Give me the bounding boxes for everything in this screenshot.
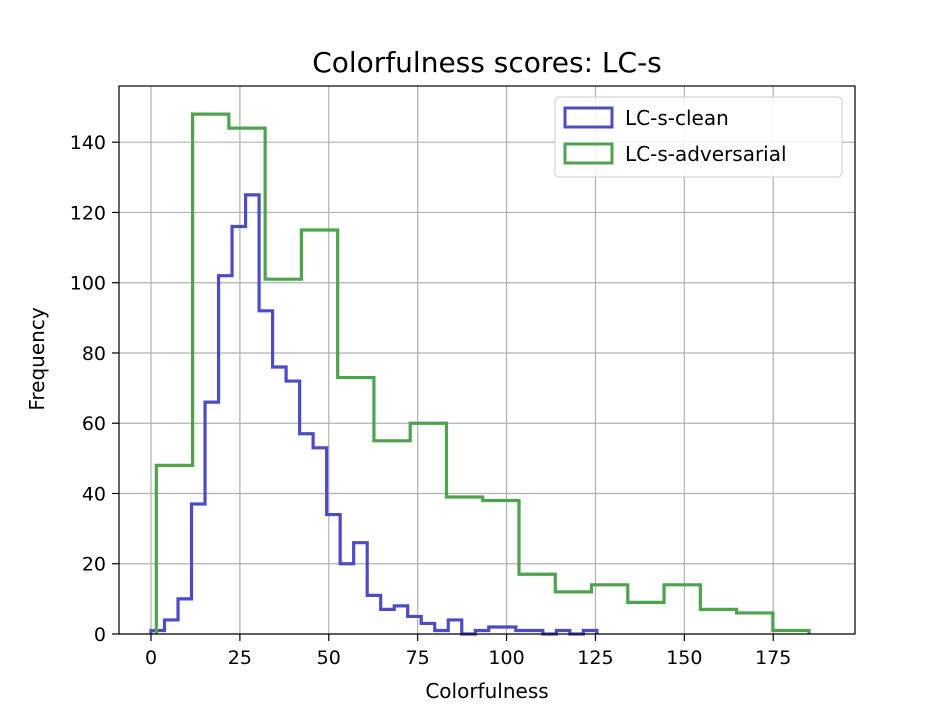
- x-tick-label: 50: [317, 647, 341, 669]
- chart-title: Colorfulness scores: LC-s: [312, 46, 662, 79]
- y-tick-label: 100: [70, 273, 106, 295]
- x-tick-label: 0: [145, 647, 157, 669]
- legend-swatch-clean: [563, 106, 614, 129]
- x-axis-title: Colorfulness: [425, 679, 548, 703]
- x-tick-label: 150: [666, 647, 702, 669]
- histogram-bin-lc-s-adversarial: [519, 574, 555, 634]
- x-tick-label: 25: [228, 647, 252, 669]
- histogram-bin-lc-s-adversarial: [483, 501, 519, 634]
- histogram-bin-lc-s-adversarial: [700, 609, 736, 634]
- x-tick-label: 125: [577, 647, 613, 669]
- y-tick-label: 40: [82, 483, 106, 505]
- legend-label-adversarial: LC-s-adversarial: [625, 142, 787, 166]
- legend-swatch-adversarial: [563, 142, 614, 165]
- legend-label-clean: LC-s-clean: [625, 106, 729, 130]
- histogram-outline-lc-s-adversarial: [154, 112, 811, 634]
- histogram-bin-lc-s-adversarial: [193, 114, 229, 634]
- y-tick-label: 120: [70, 202, 106, 224]
- legend: LC-s-clean LC-s-adversarial: [554, 96, 843, 178]
- histogram-bin-lc-s-adversarial: [555, 592, 591, 634]
- series-lc-s-clean: [149, 193, 599, 636]
- histogram-bin-lc-s-adversarial: [592, 585, 628, 634]
- y-tick-label: 0: [94, 624, 106, 646]
- series-group: [149, 112, 811, 636]
- x-tick-label: 175: [755, 647, 791, 669]
- legend-box: [554, 96, 843, 178]
- histogram-outline-lc-s-clean: [149, 193, 599, 636]
- histogram-bin-lc-s-adversarial: [374, 441, 410, 634]
- plot-frame: [118, 85, 856, 635]
- y-tick-label: 20: [82, 554, 106, 576]
- y-tick-label: 80: [82, 343, 106, 365]
- histogram-bin-lc-s-adversarial: [628, 602, 664, 634]
- series-lc-s-adversarial: [154, 112, 811, 634]
- histogram-bin-lc-s-adversarial: [229, 128, 265, 634]
- histogram-bin-lc-s-adversarial: [156, 465, 192, 634]
- histogram-bin-lc-s-adversarial: [338, 378, 374, 634]
- histogram-bin-lc-s-adversarial: [265, 279, 301, 634]
- histogram-bin-lc-s-adversarial: [301, 230, 337, 634]
- y-tick-label: 60: [82, 413, 106, 435]
- histogram-bin-lc-s-adversarial: [664, 585, 700, 634]
- x-tick-label: 75: [406, 647, 430, 669]
- x-tick-label: 100: [488, 647, 524, 669]
- histogram-bin-lc-s-adversarial: [410, 423, 446, 634]
- histogram-bin-lc-s-adversarial: [446, 497, 482, 634]
- histogram-bin-lc-s-adversarial: [737, 613, 773, 634]
- y-tick-label: 140: [70, 132, 106, 154]
- y-axis-title: Frequency: [25, 307, 49, 410]
- axis-ticks: 0 25 50 75 100 125 150 175 0 20 40 60 80 100 120 140: [70, 132, 792, 669]
